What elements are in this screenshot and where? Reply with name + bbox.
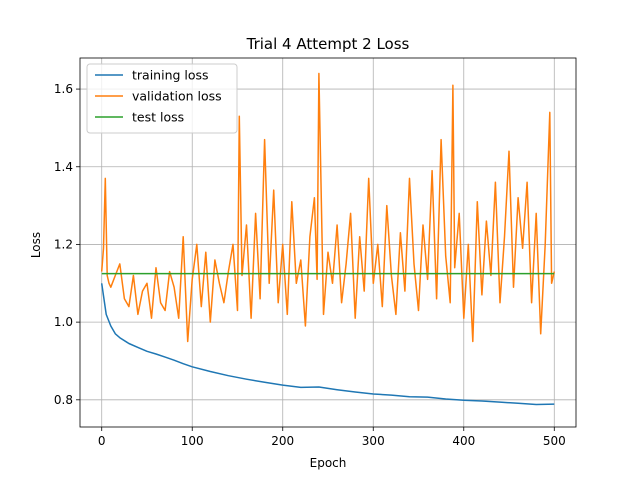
series-line-validation-loss <box>100 72 556 343</box>
legend: training loss validation loss test loss <box>86 63 238 134</box>
x-tick-label: 0 <box>98 434 106 448</box>
x-tick-label: 100 <box>181 434 204 448</box>
legend-label: test loss <box>132 110 184 125</box>
y-tick-label: 1.0 <box>54 315 73 329</box>
y-tick-label: 0.8 <box>54 393 73 407</box>
legend-label: training loss <box>132 68 209 83</box>
x-axis-label: Epoch <box>310 456 347 470</box>
x-tick-label: 400 <box>452 434 475 448</box>
y-tick-label: 1.4 <box>54 160 73 174</box>
y-tick-label: 1.6 <box>54 82 73 96</box>
y-tick-label: 1.2 <box>54 237 73 251</box>
x-tick-label: 200 <box>271 434 294 448</box>
legend-box <box>86 63 238 134</box>
legend-label: validation loss <box>132 89 222 104</box>
y-axis-label: Loss <box>29 232 43 258</box>
ticks: 0 100 200 300 400 500 0.8 1.0 1.2 1.4 1.6 <box>54 82 566 448</box>
x-tick-label: 300 <box>362 434 385 448</box>
series-layer <box>100 72 556 406</box>
plot-frame <box>79 57 577 428</box>
series-line-training-loss <box>100 283 555 406</box>
grid <box>80 58 576 427</box>
x-tick-label: 500 <box>543 434 566 448</box>
chart-title: Trial 4 Attempt 2 Loss <box>246 35 410 53</box>
